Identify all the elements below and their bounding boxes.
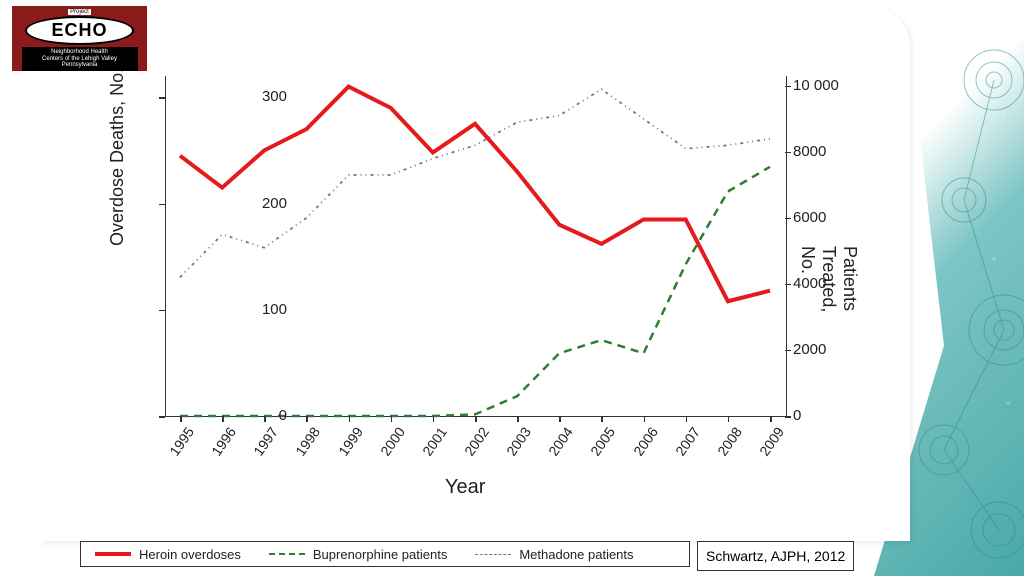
tick-mark bbox=[686, 416, 688, 422]
legend: Heroin overdoses Buprenorphine patients … bbox=[80, 541, 690, 567]
y-tick-left: 100 bbox=[247, 301, 287, 318]
legend-item-heroin: Heroin overdoses bbox=[81, 547, 255, 562]
tick-mark bbox=[159, 310, 165, 312]
chart-lines bbox=[165, 76, 785, 416]
tick-mark bbox=[222, 416, 224, 422]
y-tick-left: 200 bbox=[247, 195, 287, 212]
legend-swatch-heroin bbox=[95, 552, 131, 556]
x-tick: 2009 bbox=[751, 424, 787, 466]
tick-mark bbox=[517, 416, 519, 422]
echo-logo: Project ECHO Neighborhood Health Centers… bbox=[12, 6, 147, 71]
y-tick-right: 0 bbox=[793, 407, 801, 424]
slide: { "logo":{ "project":"Project", "echo":"… bbox=[0, 0, 1024, 576]
x-tick: 2000 bbox=[372, 424, 408, 466]
chart-card: Overdose Deaths, No. Patients Treated, N… bbox=[40, 6, 910, 541]
tick-mark bbox=[349, 416, 351, 422]
tick-mark bbox=[306, 416, 308, 422]
y-tick-right: 6000 bbox=[793, 209, 826, 226]
chart: Overdose Deaths, No. Patients Treated, N… bbox=[115, 16, 915, 516]
tick-mark bbox=[785, 152, 791, 154]
x-tick: 2001 bbox=[414, 424, 450, 466]
line-methadone-patients bbox=[180, 89, 770, 277]
x-tick: 2007 bbox=[667, 424, 703, 466]
tick-mark bbox=[785, 218, 791, 220]
x-tick: 2005 bbox=[582, 424, 618, 466]
y-tick-right: 8000 bbox=[793, 143, 826, 160]
tick-mark bbox=[601, 416, 603, 422]
x-axis-label: Year bbox=[445, 476, 485, 499]
x-tick: 2004 bbox=[540, 424, 576, 466]
tick-mark bbox=[785, 350, 791, 352]
tick-mark bbox=[159, 97, 165, 99]
tick-mark bbox=[559, 416, 561, 422]
x-tick: 1995 bbox=[161, 424, 197, 466]
y-tick-left: 0 bbox=[247, 407, 287, 424]
legend-label-methadone: Methadone patients bbox=[519, 547, 633, 562]
legend-item-buprenorphine: Buprenorphine patients bbox=[255, 547, 461, 562]
legend-swatch-methadone bbox=[475, 554, 511, 555]
tick-mark bbox=[159, 416, 165, 418]
tick-mark bbox=[770, 416, 772, 422]
legend-label-heroin: Heroin overdoses bbox=[139, 547, 241, 562]
tick-mark bbox=[475, 416, 477, 422]
legend-label-buprenorphine: Buprenorphine patients bbox=[313, 547, 447, 562]
legend-item-methadone: Methadone patients bbox=[461, 547, 647, 562]
logo-project-text: Project bbox=[68, 9, 91, 15]
tick-mark bbox=[391, 416, 393, 422]
tick-mark bbox=[785, 416, 791, 418]
legend-swatch-buprenorphine bbox=[269, 553, 305, 555]
tick-mark bbox=[180, 416, 182, 422]
logo-subtitle: Neighborhood Health Centers of the Lehig… bbox=[22, 47, 138, 71]
y-tick-right: 2000 bbox=[793, 341, 826, 358]
tick-mark bbox=[264, 416, 266, 422]
y-tick-right: 4000 bbox=[793, 275, 826, 292]
tick-mark bbox=[644, 416, 646, 422]
x-tick: 2003 bbox=[498, 424, 534, 466]
x-tick: 1999 bbox=[330, 424, 366, 466]
tick-mark bbox=[785, 284, 791, 286]
citation: Schwartz, AJPH, 2012 bbox=[697, 541, 854, 571]
x-tick: 2008 bbox=[709, 424, 745, 466]
tick-mark bbox=[433, 416, 435, 422]
x-tick: 1996 bbox=[203, 424, 239, 466]
tick-mark bbox=[159, 204, 165, 206]
y-tick-left: 300 bbox=[247, 88, 287, 105]
x-tick: 2002 bbox=[456, 424, 492, 466]
logo-echo-text: ECHO bbox=[25, 16, 134, 45]
x-tick: 1998 bbox=[287, 424, 323, 466]
tick-mark bbox=[785, 86, 791, 88]
y-axis-left-label: Overdose Deaths, No. bbox=[107, 68, 128, 246]
tick-mark bbox=[728, 416, 730, 422]
y-tick-right: 10 000 bbox=[793, 77, 839, 94]
x-tick: 1997 bbox=[245, 424, 281, 466]
x-tick: 2006 bbox=[625, 424, 661, 466]
